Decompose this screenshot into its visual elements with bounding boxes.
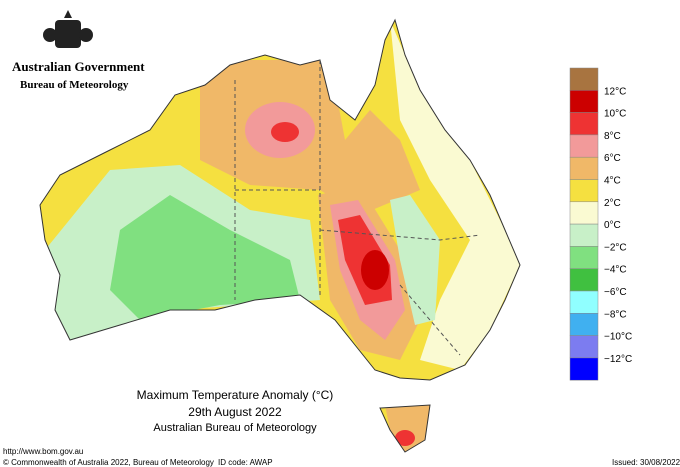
legend-label: −2°C [604, 242, 627, 253]
legend-swatch [569, 313, 599, 336]
legend-label: 8°C [604, 131, 621, 142]
legend-swatch [569, 223, 599, 247]
legend-label: −10°C [604, 332, 632, 343]
legend-swatch [569, 201, 599, 225]
legend-swatch [569, 156, 599, 180]
legend-label: 10°C [604, 109, 626, 120]
map-date: 29th August 2022 [188, 405, 282, 419]
bureau-name: Bureau of Meteorology [20, 79, 129, 91]
legend-label: −12°C [604, 354, 632, 365]
legend-swatch [569, 268, 599, 292]
issued: Issued: 30/08/2022 [612, 458, 680, 467]
legend-swatch [569, 67, 599, 91]
map-title: Maximum Temperature Anomaly (°C) [136, 388, 334, 402]
legend-swatch [569, 179, 599, 203]
legend-label: 0°C [604, 220, 621, 231]
legend-swatch [569, 134, 599, 158]
government-name: Australian Government [12, 59, 145, 74]
tasmania [379, 404, 431, 453]
coat-of-arms [43, 10, 93, 48]
legend-label: 12°C [604, 86, 626, 97]
legend: 12°C 10°C 8°C 6°C 4°C 2°C 0°C −2°C −4°C −6°C −8°C −… [569, 67, 632, 381]
legend-label: −4°C [604, 265, 627, 276]
legend-label: −6°C [604, 287, 627, 298]
legend-label: 6°C [604, 153, 621, 164]
legend-swatch [569, 290, 599, 314]
id-code: ID code: AWAP [218, 458, 273, 467]
url: http://www.bom.gov.au [3, 447, 84, 456]
legend-swatch [569, 335, 599, 359]
legend-swatch [569, 357, 599, 381]
copyright: © Commonwealth of Australia 2022, Bureau… [3, 458, 214, 467]
map-source: Australian Bureau of Meteorology [153, 422, 317, 434]
legend-label: 2°C [604, 198, 621, 209]
legend-swatch [569, 112, 599, 136]
legend-swatch [569, 246, 599, 269]
state-borders [234, 60, 481, 356]
legend-swatch [569, 90, 599, 113]
legend-label: 4°C [604, 176, 621, 187]
legend-label: −8°C [604, 309, 627, 320]
